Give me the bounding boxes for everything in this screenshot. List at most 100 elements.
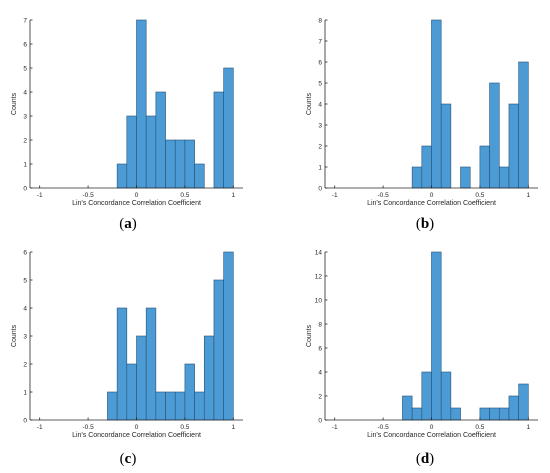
histogram-bar: [431, 251, 442, 421]
histogram-bar: [194, 163, 205, 189]
y-tick-label: 2: [23, 361, 27, 368]
y-tick-label: 6: [23, 249, 27, 256]
y-tick-label: 10: [315, 297, 323, 304]
histogram-bar: [508, 103, 519, 189]
histogram-bar: [184, 139, 195, 189]
y-tick-label: 6: [23, 41, 27, 48]
histogram-bar: [126, 363, 137, 421]
y-tick-label: 4: [23, 305, 27, 312]
histogram-bar: [518, 383, 529, 421]
y-tick-label: 4: [23, 89, 27, 96]
y-tick-label: 2: [318, 143, 322, 150]
y-tick-label: 0: [23, 185, 27, 192]
histogram-bar: [184, 363, 195, 421]
histogram-bar: [498, 166, 510, 189]
x-tick-label: -1: [37, 424, 43, 431]
histogram-bar: [203, 335, 215, 421]
y-tick-label: 12: [315, 273, 323, 280]
x-tick-label: 1: [527, 424, 531, 431]
panel-label: (a): [119, 216, 137, 232]
x-tick-label: 0: [135, 192, 139, 199]
y-tick-label: 6: [318, 59, 322, 66]
y-tick-label: 7: [318, 38, 322, 45]
x-tick-label: 1: [527, 192, 531, 199]
histogram-bar: [479, 407, 490, 421]
x-axis-title: Lin's Concordance Correlation Coefficien…: [367, 432, 496, 439]
y-tick-label: 2: [318, 393, 322, 400]
histogram-bar: [402, 395, 413, 421]
y-axis-title: Counts: [11, 92, 18, 115]
histogram-bar: [460, 166, 471, 189]
histogram-bar: [174, 139, 186, 189]
y-tick-label: 5: [23, 65, 27, 72]
x-axis-title: Lin's Concordance Correlation Coefficien…: [367, 200, 496, 207]
histogram-bar: [107, 391, 118, 421]
histogram-bar: [223, 67, 234, 189]
x-tick-label: -0.5: [82, 192, 94, 199]
histogram-bar: [174, 391, 186, 421]
histogram-bar: [411, 166, 423, 189]
y-tick-label: 5: [318, 80, 322, 87]
panel-label: (d): [416, 451, 434, 467]
y-tick-label: 1: [318, 164, 322, 171]
histogram-bar: [194, 391, 205, 421]
histogram-bar: [440, 103, 452, 189]
histogram-bar: [116, 163, 128, 189]
histogram-bar: [411, 407, 423, 421]
x-tick-label: 0: [135, 424, 139, 431]
y-tick-label: 3: [318, 122, 322, 129]
x-tick-label: -0.5: [377, 424, 389, 431]
y-tick-label: 7: [23, 17, 27, 24]
x-tick-label: 0.5: [180, 424, 189, 431]
histogram-bar: [165, 391, 176, 421]
histogram-bar: [421, 371, 432, 421]
x-tick-label: 1: [232, 192, 236, 199]
y-axis-title: Counts: [306, 92, 313, 115]
histogram-bar: [489, 82, 500, 189]
histogram-bar: [213, 91, 224, 189]
histogram-bar: [518, 61, 529, 189]
x-tick-label: 0: [430, 424, 434, 431]
y-tick-label: 8: [318, 321, 322, 328]
panel-a: -1 -0.5 0 0.5 1 0 1 2 3 4 5 6 7 Lin's Concordance Cor…: [11, 17, 243, 232]
y-tick-label: 5: [23, 277, 27, 284]
y-tick-label: 1: [23, 389, 27, 396]
x-tick-label: 0.5: [475, 192, 484, 199]
x-tick-label: 0: [430, 192, 434, 199]
histogram-bar: [498, 407, 510, 421]
histogram-bar: [450, 407, 461, 421]
histogram-bar: [479, 145, 490, 189]
panel-label: (b): [416, 216, 434, 232]
histogram-bar: [508, 395, 519, 421]
y-tick-label: 0: [23, 417, 27, 424]
x-tick-label: -0.5: [82, 424, 94, 431]
y-axis-title: Counts: [11, 324, 18, 347]
y-tick-label: 4: [318, 101, 322, 108]
histogram-bar: [136, 19, 147, 189]
panel-label: (c): [120, 451, 137, 467]
histogram-bar: [145, 115, 157, 189]
histogram-bar: [489, 407, 500, 421]
histogram-bar: [440, 371, 452, 421]
y-tick-label: 1: [23, 161, 27, 168]
histogram-bar: [116, 307, 128, 421]
y-tick-label: 4: [318, 369, 322, 376]
y-tick-label: 0: [318, 417, 322, 424]
histogram-bar: [126, 115, 137, 189]
y-tick-label: 0: [318, 185, 322, 192]
x-tick-label: 1: [232, 424, 236, 431]
y-tick-label: 14: [315, 249, 323, 256]
histogram-bar: [213, 279, 224, 421]
x-axis-title: Lin's Concordance Correlation Coefficien…: [72, 200, 201, 207]
histogram-bar: [155, 91, 166, 189]
x-tick-label: -1: [332, 424, 338, 431]
y-tick-label: 3: [23, 113, 27, 120]
x-tick-label: 0.5: [180, 192, 189, 199]
y-tick-label: 2: [23, 137, 27, 144]
x-tick-label: -1: [332, 192, 338, 199]
histogram-bar: [431, 19, 442, 189]
y-axis-title: Counts: [306, 324, 313, 347]
x-axis-title: Lin's Concordance Correlation Coefficien…: [72, 432, 201, 439]
